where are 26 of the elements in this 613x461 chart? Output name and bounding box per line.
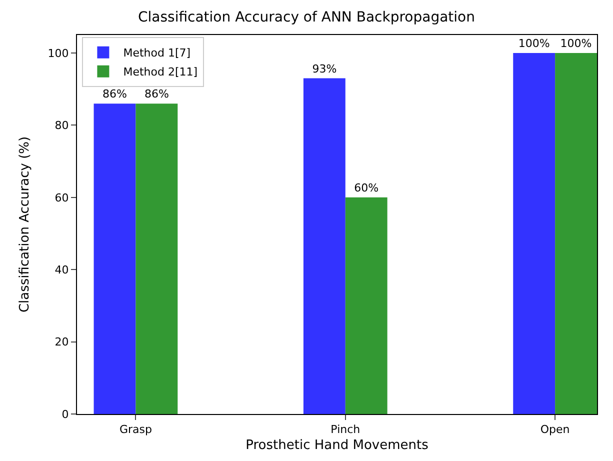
data-label: 86% <box>102 88 127 101</box>
bar <box>513 53 556 414</box>
chart-title: Classification Accuracy of ANN Backpropagation <box>138 9 476 26</box>
y-tick-label: 60 <box>54 191 69 204</box>
y-tick-label: 20 <box>54 336 69 349</box>
x-tick-label: Open <box>540 423 570 436</box>
y-tick-label: 80 <box>54 119 69 132</box>
bar <box>94 104 136 414</box>
y-tick-label: 100 <box>48 46 69 60</box>
x-tick-label: Pinch <box>330 423 360 436</box>
legend-label: Method 1[7] <box>123 46 191 60</box>
data-label: 93% <box>312 62 337 76</box>
y-tick-label: 0 <box>62 408 69 421</box>
legend-label: Method 2[11] <box>123 66 198 79</box>
bar <box>345 197 388 414</box>
bar <box>136 104 178 414</box>
y-axis-title: Classification Accuracy (%) <box>18 136 33 313</box>
data-label: 100% <box>518 37 550 50</box>
data-label: 100% <box>560 37 592 50</box>
data-label: 60% <box>354 181 379 194</box>
y-tick-label: 40 <box>54 263 69 276</box>
x-axis-title: Prosthetic Hand Movements <box>246 438 429 453</box>
data-label: 86% <box>144 88 169 101</box>
bar <box>555 53 597 414</box>
x-tick-label: Grasp <box>119 423 152 436</box>
bar <box>303 78 346 414</box>
